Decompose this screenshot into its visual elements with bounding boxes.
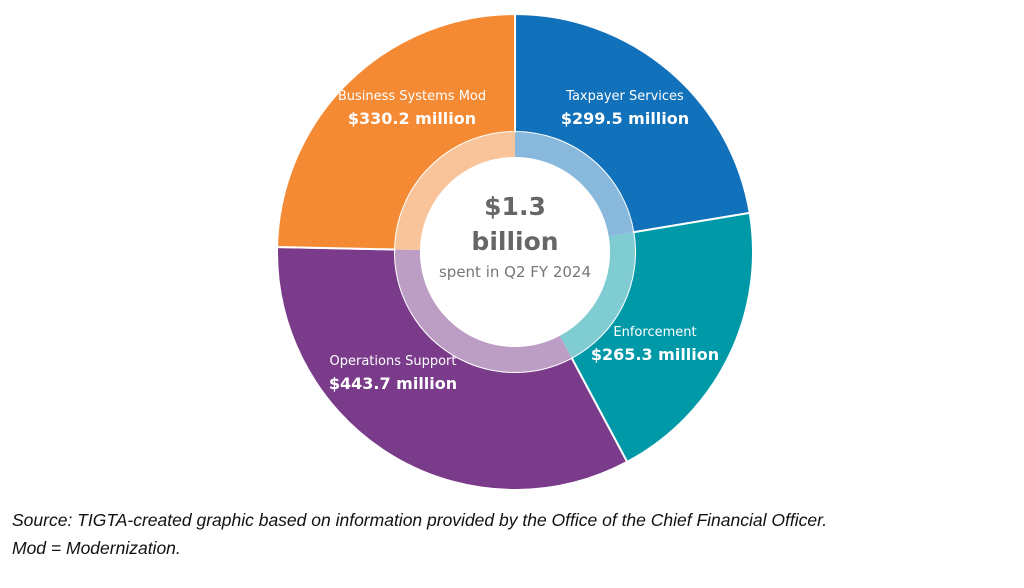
inner-ring-business-systems-mod	[395, 132, 515, 251]
slice-value-label: $299.5 million	[561, 109, 689, 128]
slice-name-label: Business Systems Mod	[338, 89, 486, 104]
center-hole	[420, 157, 610, 347]
center-unit: billion	[471, 227, 558, 256]
slice-value-label: $443.7 million	[329, 374, 457, 393]
center-caption: spent in Q2 FY 2024	[439, 263, 591, 281]
center-value: $1.3	[484, 192, 546, 221]
slice-name-label: Taxpayer Services	[565, 89, 684, 104]
inner-ring-taxpayer-services	[515, 132, 634, 237]
donut-chart: Taxpayer Services $299.5 million Enforceme…	[276, 12, 754, 491]
slice-value-label: $265.3 million	[591, 345, 719, 364]
abbreviation-note: Mod = Modernization.	[12, 538, 181, 558]
inner-ring-enforcement	[559, 232, 635, 358]
slice-value-label: $330.2 million	[348, 109, 476, 128]
slice-name-label: Enforcement	[613, 325, 696, 340]
slice-name-label: Operations Support	[330, 354, 457, 369]
inner-ring-operations-support	[395, 249, 572, 373]
source-note: Source: TIGTA-created graphic based on i…	[12, 510, 828, 530]
